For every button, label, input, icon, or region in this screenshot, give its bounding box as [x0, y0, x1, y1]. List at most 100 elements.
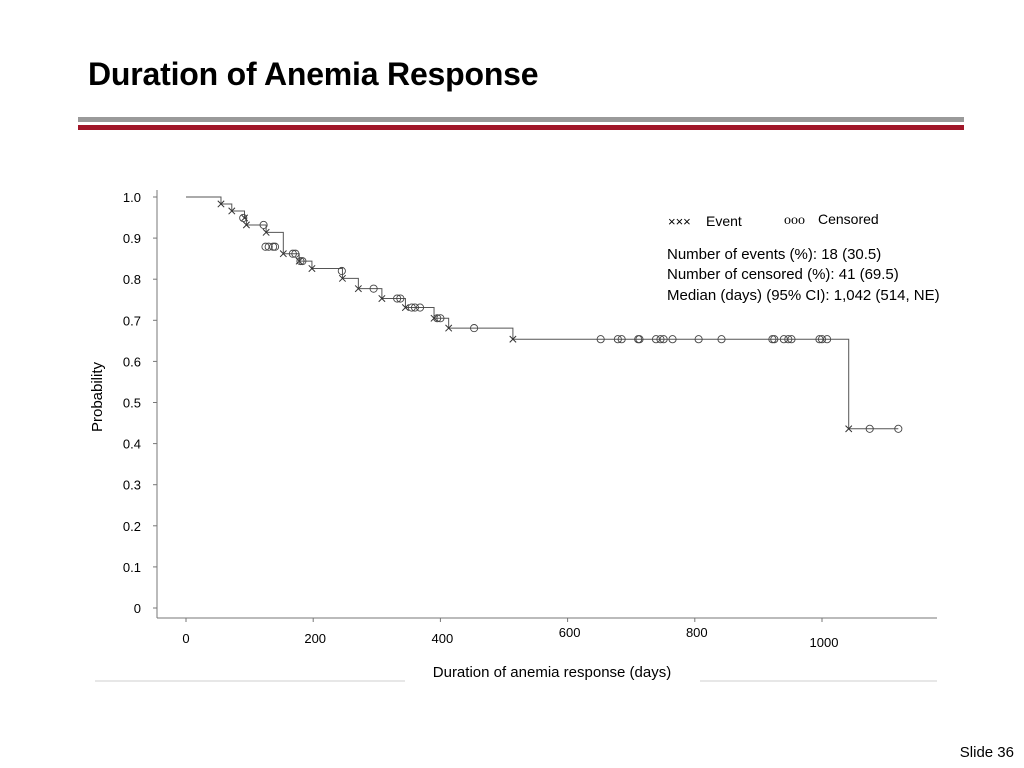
censored-marker [436, 314, 445, 323]
event-marker [354, 285, 362, 293]
event-marker-stroke [845, 425, 853, 433]
censored-marker [668, 335, 677, 344]
event-marker-stroke [228, 207, 236, 215]
legend-censored-label: Censored [818, 211, 879, 227]
marker-layer [217, 200, 903, 433]
annotation-censored: Number of censored (%): 41 (69.5) [667, 266, 899, 283]
survival-curve-layer [186, 196, 899, 430]
censored-marker [656, 335, 665, 344]
event-marker-stroke [445, 324, 453, 332]
event-marker-stroke [401, 304, 409, 312]
title-rule-red [78, 125, 964, 130]
censored-marker [823, 335, 832, 344]
slide-number: Slide 36 [959, 744, 1014, 761]
censored-marker [264, 242, 273, 251]
censored-marker [239, 213, 248, 223]
event-marker-stroke [217, 200, 225, 208]
event-marker [509, 335, 517, 343]
censored-marker [659, 335, 668, 344]
censored-marker [407, 303, 416, 312]
censored-marker [410, 303, 420, 312]
censored-marker [768, 335, 777, 344]
censored-marker [770, 335, 779, 344]
x-tick-label: 600 [559, 625, 581, 640]
annotation-median: Median (days) (95% CI): 1,042 (514, NE) [667, 287, 940, 304]
x-tick-label: 800 [686, 625, 708, 640]
event-marker [279, 250, 287, 258]
event-marker [401, 304, 409, 312]
event-marker-stroke [509, 335, 517, 343]
censored-marker [296, 257, 305, 266]
y-tick-label: 0.9 [123, 231, 141, 246]
censored-marker [784, 335, 793, 344]
event-marker [308, 264, 316, 273]
survival-curve [186, 196, 899, 430]
censored-marker [337, 266, 346, 276]
x-axis-title: Duration of anemia response (days) [433, 664, 671, 681]
x-tick-label: 0 [182, 631, 189, 646]
censored-marker [635, 335, 644, 344]
event-marker-stroke [308, 264, 316, 273]
y-axis-title: Probability [89, 361, 106, 432]
event-marker [378, 294, 386, 303]
event-marker-stroke [378, 294, 386, 303]
censored-marker [865, 424, 874, 433]
event-marker [228, 207, 236, 215]
censored-marker [298, 257, 307, 266]
legend-event-symbol: ××× [668, 214, 691, 229]
plot-frame [95, 190, 937, 682]
x-axis-ticks: 0 200 400 600 800 1000 [182, 618, 838, 650]
slide-title: Duration of Anemia Response [88, 56, 539, 92]
censored-marker [369, 284, 378, 293]
censored-marker [470, 324, 479, 333]
censored-marker [717, 335, 726, 344]
censored-marker [270, 242, 280, 251]
summary-stats: Number of events (%): 18 (30.5) Number o… [667, 246, 940, 304]
title-rule-gray [78, 117, 964, 122]
censored-marker [596, 335, 605, 344]
censored-marker [259, 220, 268, 229]
censored-marker [269, 242, 278, 251]
y-tick-label: 0 [134, 601, 141, 616]
y-tick-label: 0.6 [123, 354, 141, 369]
censored-marker [694, 335, 703, 344]
censored-marker [288, 249, 297, 258]
censored-marker [433, 314, 442, 323]
event-marker [338, 274, 347, 282]
legend: ××× Event ooo Censored [668, 211, 879, 229]
annotation-events: Number of events (%): 18 (30.5) [667, 246, 881, 263]
y-tick-label: 0.7 [123, 313, 141, 328]
x-tick-label: 400 [432, 631, 454, 646]
event-marker [445, 324, 453, 332]
censored-marker [894, 424, 903, 433]
event-marker-stroke [262, 228, 270, 236]
event-marker-stroke [242, 221, 250, 229]
censored-marker [396, 294, 405, 303]
x-tick-label: 200 [304, 631, 326, 646]
y-tick-label: 1.0 [123, 190, 141, 205]
censored-marker [291, 249, 300, 258]
event-marker-stroke [279, 250, 287, 258]
event-marker [242, 221, 250, 229]
legend-censored-symbol: ooo [784, 213, 805, 228]
y-tick-label: 0.3 [123, 478, 141, 493]
y-tick-label: 0.2 [123, 519, 141, 534]
censored-marker [787, 335, 796, 344]
x-tick-label: 1000 [810, 635, 839, 650]
event-marker-stroke [338, 274, 347, 282]
censored-marker [617, 335, 626, 344]
legend-event-label: Event [706, 213, 742, 229]
y-tick-label: 0.1 [123, 560, 141, 575]
event-marker [262, 228, 270, 236]
event-marker-stroke [354, 285, 362, 293]
y-tick-label: 0.8 [123, 272, 141, 287]
censored-marker [415, 303, 425, 312]
event-marker [845, 425, 853, 433]
y-tick-label: 0.4 [123, 437, 141, 452]
censored-marker [817, 335, 827, 344]
y-tick-label: 0.5 [123, 396, 141, 411]
censored-marker [613, 335, 622, 344]
censored-marker [393, 294, 402, 303]
event-marker [217, 200, 225, 208]
